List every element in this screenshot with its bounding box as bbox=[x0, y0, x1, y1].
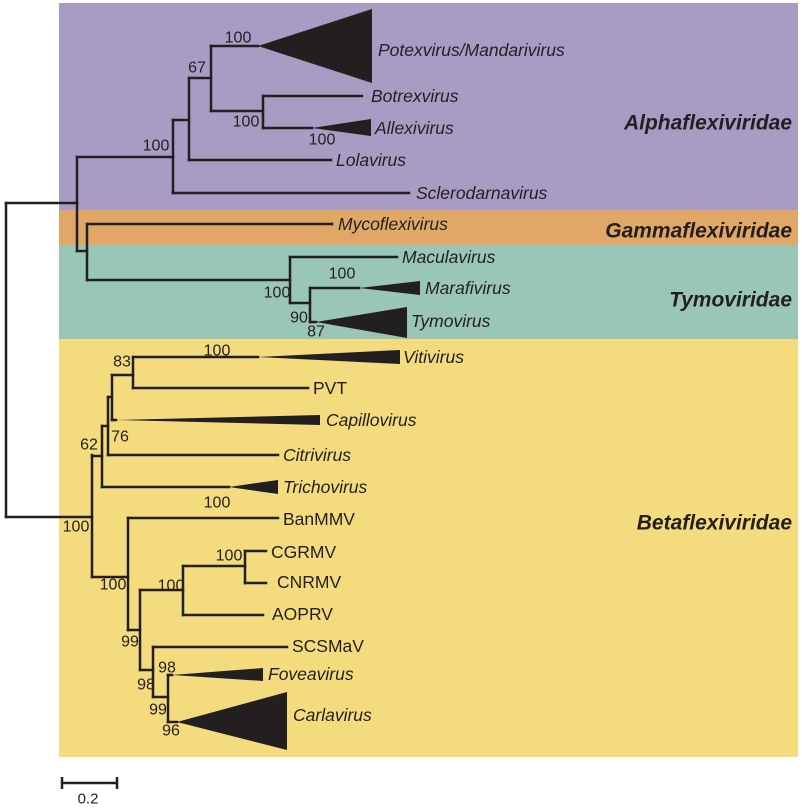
family-band-betaflexiviridae bbox=[59, 339, 798, 757]
bootstrap-value: 100 bbox=[216, 548, 243, 565]
leaf-label-allexivirus: Allexivirus bbox=[374, 118, 454, 138]
bootstrap-value: 100 bbox=[100, 577, 127, 594]
bootstrap-value: 100 bbox=[309, 132, 336, 149]
bootstrap-value: 87 bbox=[307, 324, 325, 341]
collapsed-clade-trichovirus bbox=[229, 480, 278, 494]
bootstrap-value: 100 bbox=[204, 495, 231, 512]
leaf-label-aoprv: AOPRV bbox=[272, 604, 333, 624]
bootstrap-value: 100 bbox=[264, 285, 291, 302]
bootstrap-value: 76 bbox=[111, 429, 129, 446]
leaf-label-cgrmv: CGRMV bbox=[271, 542, 336, 562]
bootstrap-value: 98 bbox=[137, 677, 155, 694]
scale-bar-label: 0.2 bbox=[78, 791, 99, 808]
leaf-label-banmmv: BanMMV bbox=[283, 509, 355, 529]
leaf-label-mycoflexivirus: Mycoflexivirus bbox=[338, 214, 448, 234]
leaf-label-pvt: PVT bbox=[313, 378, 347, 398]
family-label-tymoviridae: Tymoviridae bbox=[669, 289, 792, 312]
leaf-label-cnrmv: CNRMV bbox=[277, 572, 341, 592]
leaf-label-maculavirus: Maculavirus bbox=[402, 247, 496, 267]
family-label-betaflexiviridae: Betaflexiviridae bbox=[637, 512, 793, 535]
bootstrap-value: 96 bbox=[162, 723, 180, 740]
family-band-gammaflexiviridae bbox=[59, 210, 798, 245]
collapsed-clade-foveavirus bbox=[172, 668, 263, 681]
collapsed-clade-tymovirus bbox=[316, 307, 407, 338]
leaf-label-foveavirus: Foveavirus bbox=[268, 664, 354, 684]
leaf-label-capillovirus: Capillovirus bbox=[326, 410, 417, 430]
bootstrap-value: 99 bbox=[121, 634, 139, 651]
collapsed-clade-marafivirus bbox=[359, 281, 420, 295]
leaf-label-botrexvirus: Botrexvirus bbox=[371, 86, 459, 106]
leaf-label-vitivirus: Vitivirus bbox=[403, 347, 464, 367]
family-label-alphaflexiviridae: Alphaflexiviridae bbox=[623, 112, 792, 135]
collapsed-clade-vitivirus bbox=[258, 350, 400, 364]
leaf-label-lolavirus: Lolavirus bbox=[336, 150, 406, 170]
bootstrap-value: 62 bbox=[80, 437, 98, 454]
bootstrap-value: 100 bbox=[158, 578, 185, 595]
family-band-alphaflexiviridae bbox=[59, 3, 798, 210]
collapsed-clade-potexvirus-mandarivirus bbox=[258, 9, 372, 83]
leaf-label-sclerodarnavirus: Sclerodarnavirus bbox=[416, 183, 548, 203]
leaf-label-potexvirus-mandarivirus: Potexvirus/Mandarivirus bbox=[378, 40, 565, 60]
bootstrap-value: 100 bbox=[143, 138, 170, 155]
collapsed-clade-capillovirus bbox=[116, 415, 320, 425]
leaf-label-marafivirus: Marafivirus bbox=[425, 278, 511, 298]
family-label-gammaflexiviridae: Gammaflexiviridae bbox=[605, 220, 792, 243]
bootstrap-value: 100 bbox=[225, 30, 252, 47]
bootstrap-value: 99 bbox=[149, 702, 167, 719]
collapsed-clade-carlavirus bbox=[177, 692, 287, 750]
collapsed-clade-allexivirus bbox=[312, 119, 371, 136]
bootstrap-value: 100 bbox=[329, 266, 356, 283]
bootstrap-value: 100 bbox=[204, 343, 231, 360]
leaf-label-citrivirus: Citrivirus bbox=[283, 445, 351, 465]
bootstrap-value: 67 bbox=[188, 60, 206, 77]
leaf-label-tymovirus: Tymovirus bbox=[411, 311, 491, 331]
bootstrap-value: 100 bbox=[233, 114, 260, 131]
leaf-label-trichovirus: Trichovirus bbox=[283, 477, 368, 497]
family-band-tymoviridae bbox=[59, 245, 798, 339]
bootstrap-value: 98 bbox=[158, 660, 176, 677]
bootstrap-value: 100 bbox=[63, 519, 90, 536]
bootstrap-value: 83 bbox=[113, 354, 131, 371]
leaf-label-scsmav: SCSMaV bbox=[292, 636, 364, 656]
leaf-label-carlavirus: Carlavirus bbox=[293, 705, 372, 725]
bootstrap-value: 90 bbox=[290, 310, 308, 327]
